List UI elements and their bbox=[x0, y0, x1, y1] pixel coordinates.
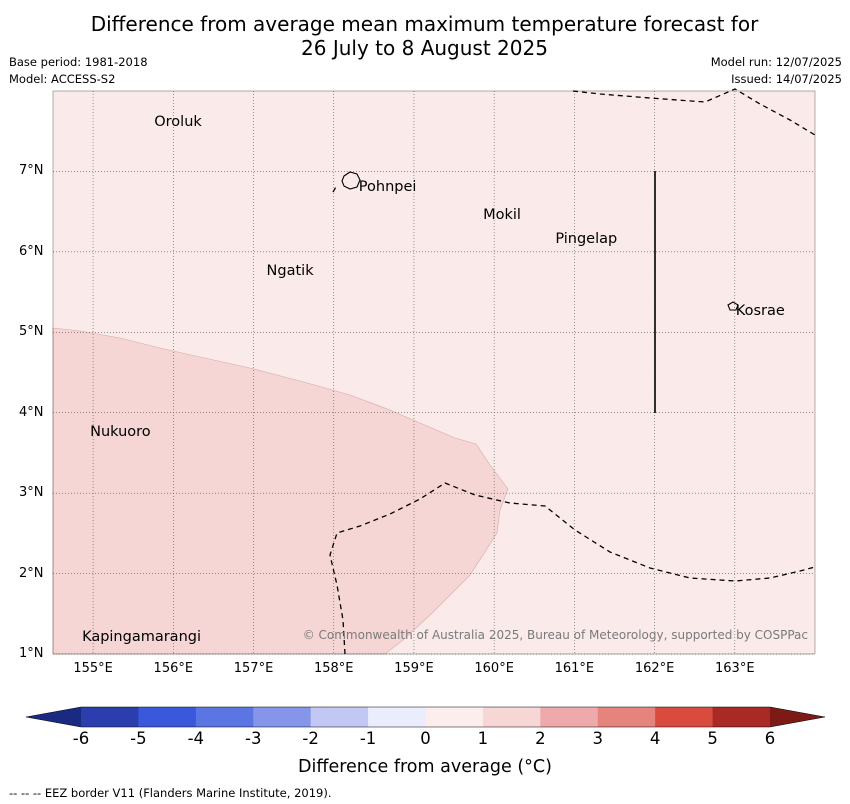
lon-tick-label: 160°E bbox=[474, 661, 514, 676]
colorbar-tick-label: -6 bbox=[72, 729, 90, 748]
base-period: Base period: 1981-2018 bbox=[9, 55, 148, 69]
map-border bbox=[52, 90, 816, 655]
lat-tick-label: 5°N bbox=[19, 324, 44, 340]
lon-tick-label: 159°E bbox=[394, 661, 434, 676]
lon-tick-label: 161°E bbox=[554, 661, 595, 676]
colorbar-segment bbox=[138, 707, 197, 727]
eez-borders bbox=[329, 88, 816, 655]
lat-tick-label: 7°N bbox=[19, 163, 44, 179]
place-label-kapingamarangi: Kapingamarangi bbox=[82, 628, 201, 645]
colorbar-label: Difference from average (°C) bbox=[298, 757, 552, 777]
colorbar-tick-label: 2 bbox=[535, 729, 546, 748]
gridlines bbox=[53, 91, 815, 655]
colorbar-segment bbox=[253, 707, 312, 727]
place-label-ngatik: Ngatik bbox=[266, 262, 314, 279]
colorbar-segment bbox=[482, 707, 541, 727]
colorbar-tick-label: -2 bbox=[302, 729, 319, 748]
lat-tick-label: 1°N bbox=[19, 646, 44, 661]
place-label-mokil: Mokil bbox=[483, 206, 521, 223]
colorbar-segment bbox=[195, 707, 254, 727]
colorbar-tick-label: 6 bbox=[764, 729, 776, 748]
lon-tick-label: 157°E bbox=[233, 661, 274, 676]
colorbar-segment bbox=[310, 707, 369, 727]
meta-right: Model run: 12/07/2025 Issued: 14/07/2025 bbox=[711, 54, 842, 88]
colorbar-tick-label: 1 bbox=[477, 729, 489, 748]
colorbar-segment bbox=[425, 707, 484, 727]
title-line-1: Difference from average mean maximum tem… bbox=[90, 12, 759, 36]
copyright-notice: © Commonwealth of Australia 2025, Bureau… bbox=[302, 628, 808, 642]
title-line-2: 26 July to 8 August 2025 bbox=[301, 36, 548, 60]
colorbar-tick-label: -4 bbox=[187, 729, 205, 748]
eez-border-fragment bbox=[332, 186, 337, 193]
lon-tick-label: 158°E bbox=[313, 661, 354, 676]
chart-title: Difference from average mean maximum tem… bbox=[0, 12, 850, 60]
colorbar-segment bbox=[368, 707, 426, 727]
lon-tick-label: 155°E bbox=[73, 661, 113, 676]
model-run: Model run: 12/07/2025 bbox=[710, 55, 842, 69]
colorbar-tick-label: 4 bbox=[649, 729, 661, 748]
pohnpei-island bbox=[341, 171, 361, 190]
colorbar-segment bbox=[540, 707, 599, 727]
issued-date: Issued: 14/07/2025 bbox=[731, 72, 842, 86]
colorbar bbox=[25, 706, 826, 728]
place-label-oroluk: Oroluk bbox=[154, 114, 202, 131]
place-label-kosrae: Kosrae bbox=[735, 303, 785, 320]
colorbar-segment bbox=[712, 707, 771, 727]
lat-tick-label: 3°N bbox=[19, 485, 44, 501]
kosrae-island bbox=[727, 301, 739, 311]
colorbar-tick-label: -5 bbox=[130, 729, 147, 748]
colorbar-tick-label: 0 bbox=[420, 729, 431, 748]
model-name: Model: ACCESS-S2 bbox=[9, 72, 116, 86]
meta-left: Base period: 1981-2018 Model: ACCESS-S2 bbox=[9, 54, 148, 88]
lon-tick-label: 162°E bbox=[634, 661, 675, 676]
colorbar-segment bbox=[81, 707, 139, 727]
lat-tick-label: 4°N bbox=[19, 404, 44, 420]
colorbar-extend-low bbox=[26, 707, 81, 727]
anomaly-region-1-2 bbox=[52, 327, 509, 655]
lat-tick-label: 6°N bbox=[19, 243, 44, 259]
eez-footnote: -- -- -- EEZ border V11 (Flanders Marine… bbox=[9, 786, 332, 800]
eez-border-north bbox=[572, 88, 816, 136]
lon-tick-label: 156°E bbox=[153, 661, 194, 676]
place-label-nukuoro: Nukuoro bbox=[90, 423, 151, 440]
colorbar-outline bbox=[25, 706, 826, 728]
place-label-pingelap: Pingelap bbox=[555, 230, 618, 247]
colorbar-tick-label: -3 bbox=[245, 729, 262, 748]
lon-tick-label: 163°E bbox=[715, 661, 755, 676]
colorbar-extend-high bbox=[770, 707, 825, 727]
colorbar-segment bbox=[597, 707, 656, 727]
place-label-pohnpei: Pohnpei bbox=[358, 178, 417, 195]
lat-tick-label: 2°N bbox=[19, 565, 44, 581]
colorbar-tick-label: 3 bbox=[592, 729, 604, 748]
colorbar-segment bbox=[655, 707, 714, 727]
colorbar-tick-label: -1 bbox=[359, 729, 377, 748]
colorbar-tick-label: 5 bbox=[707, 729, 718, 748]
